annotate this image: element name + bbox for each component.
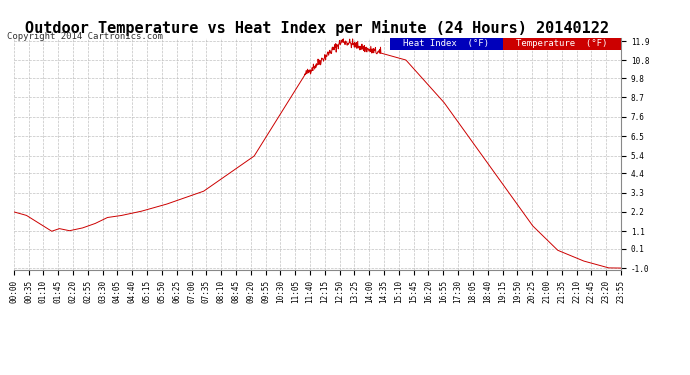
Title: Outdoor Temperature vs Heat Index per Minute (24 Hours) 20140122: Outdoor Temperature vs Heat Index per Mi… [26,20,609,36]
Text: Copyright 2014 Cartronics.com: Copyright 2014 Cartronics.com [7,32,163,41]
